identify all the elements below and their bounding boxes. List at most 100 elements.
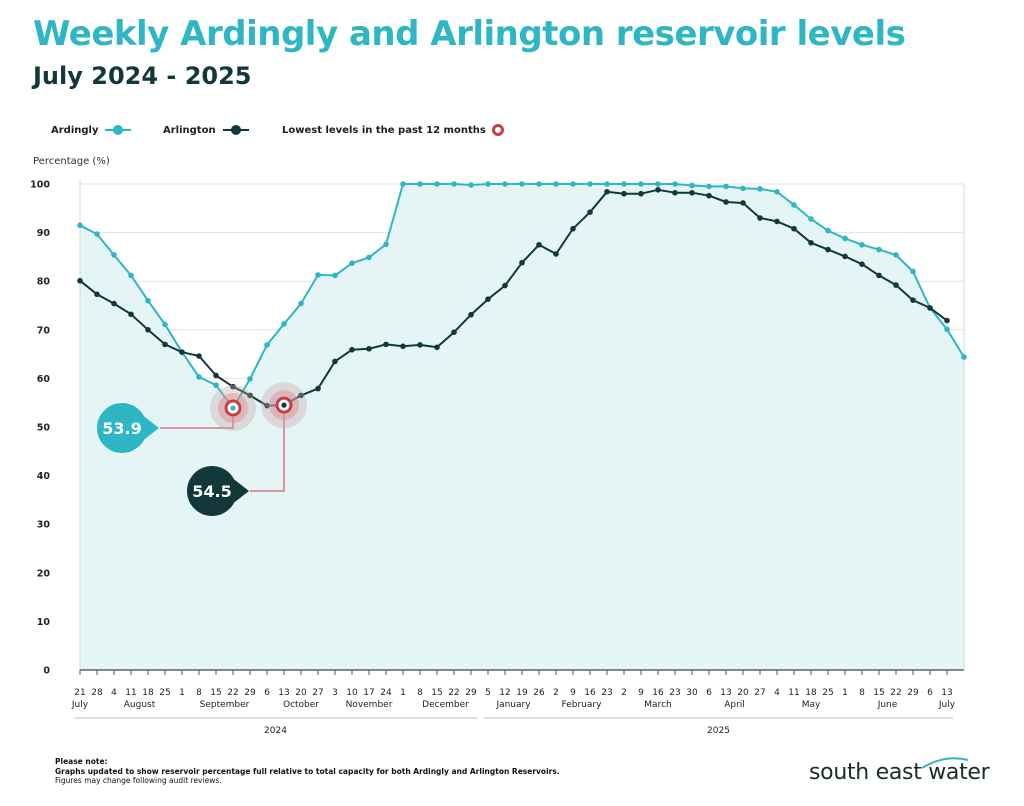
y-tick-label: 30 [37,520,51,531]
arlington-point [77,277,83,284]
y-tick-label: 80 [37,277,51,288]
ardingly-point [621,181,627,187]
ardingly-point [451,181,457,187]
arlington-point [553,251,559,257]
arlington-point [332,358,338,365]
arlington-point [536,241,542,248]
arlington-point [774,218,780,225]
ardingly-point [893,252,899,258]
x-tick-label: 2 [621,688,627,698]
ardingly-point [859,241,865,248]
month-label: March [644,700,671,710]
arlington-point [434,344,440,351]
ardingly-point [366,254,372,261]
ardingly-point [400,181,406,187]
arlington-point [128,311,134,318]
x-tick-label: 22 [448,688,459,698]
x-tick-label: 23 [669,688,680,698]
annotation-value: 54.5 [192,482,231,501]
ardingly-point [757,186,763,192]
x-tick-label: 4 [774,688,780,698]
ardingly-point [502,181,508,187]
ardingly-point [961,354,967,360]
x-tick-label: 27 [754,688,765,698]
x-tick-label: 29 [907,688,919,698]
arlington-point [859,261,865,267]
ardingly-point [604,181,610,187]
x-tick-label: 4 [111,688,117,698]
y-tick-label: 20 [37,568,51,579]
arlington-point [383,341,389,348]
x-tick-label: 25 [159,688,170,698]
x-tick-label: 16 [652,688,664,698]
x-tick-label: 18 [142,688,154,698]
ardingly-point [689,182,695,189]
x-tick-label: 13 [278,688,289,698]
ardingly-point [281,321,287,327]
ardingly-point [638,181,644,187]
x-tick-label: 19 [516,688,528,698]
arlington-point [740,200,746,206]
ardingly-point [196,374,202,380]
year-label: 2024 [264,726,287,736]
arlington-point [145,327,151,333]
month-label: September [200,700,250,710]
logo-swoosh-icon [921,757,969,769]
y-tick-label: 50 [37,423,51,434]
month-label: August [124,700,156,710]
arlington-point [655,187,661,193]
ardingly-point [94,231,100,237]
y-tick-label: 40 [37,471,51,482]
month-label: January [495,700,531,710]
x-tick-label: 3 [332,688,338,698]
x-tick-label: 6 [264,688,270,698]
ardingly-point [944,326,950,333]
arlington-point [349,346,355,353]
ardingly-point [723,183,729,190]
arlington-point [213,372,219,379]
arlington-point [230,383,236,390]
month-label: November [346,700,393,710]
arlington-point [927,305,933,311]
ardingly-area [80,184,964,670]
arlington-point [315,385,321,392]
arlington-point [264,402,270,409]
ardingly-point [570,181,576,187]
arlington-point [400,343,406,350]
ardingly-point [740,185,746,192]
ardingly-point [655,181,661,187]
x-tick-label: 27 [312,688,323,698]
arlington-point [825,246,831,253]
y-tick-label: 60 [37,374,51,385]
ardingly-point [519,181,525,187]
arlington-point [570,225,576,232]
ardingly-point [808,216,814,222]
month-label: June [877,700,898,710]
ardingly-point [162,321,168,328]
footnote-line1: Graphs updated to show reservoir percent… [55,766,560,776]
arlington-point [791,225,797,232]
ardingly-point [128,272,134,279]
arlington-point [638,190,644,197]
x-tick-label: 1 [179,688,185,698]
ardingly-point [876,246,882,253]
y-tick-label: 10 [37,617,51,628]
annotation-connector [250,414,285,492]
arlington-point [876,272,882,279]
ardingly-point [825,227,831,234]
arlington-point [706,192,712,199]
x-tick-label: 26 [533,688,545,698]
x-tick-label: 24 [380,688,392,698]
arlington-point [621,190,627,197]
x-tick-label: 22 [227,688,238,698]
ardingly-point [213,382,219,389]
legend-lowest: Lowest levels in the past 12 months [282,120,504,140]
ardingly-point [672,181,678,187]
ardingly-point [298,300,304,307]
arlington-point [298,392,304,399]
ardingly-point [791,202,797,208]
x-tick-label: 23 [601,688,612,698]
annotation-bubble [97,403,147,453]
x-tick-label: 15 [210,688,221,698]
x-tick-label: 1 [842,688,848,698]
